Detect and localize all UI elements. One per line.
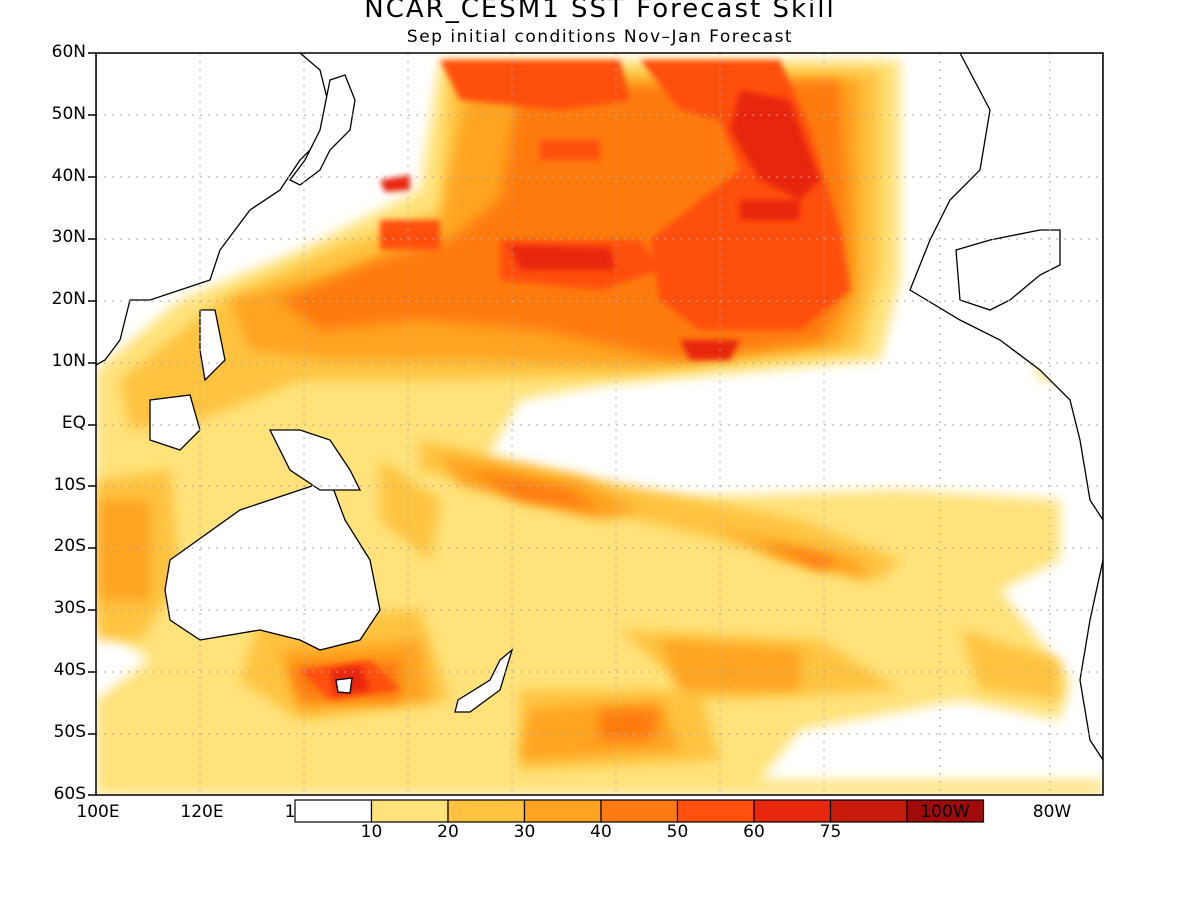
lat-label: 40N xyxy=(51,165,86,186)
lat-label: 50N xyxy=(51,103,86,124)
coastlines xyxy=(96,53,1103,762)
lat-label: 20N xyxy=(51,289,86,310)
lon-label: 120E xyxy=(180,802,224,822)
colorbar-swatch xyxy=(600,799,679,823)
colorbar-swatch xyxy=(447,799,526,823)
skill-field xyxy=(96,53,1103,795)
lat-label: 10S xyxy=(53,474,86,495)
colorbar-swatch xyxy=(370,799,449,823)
lat-label: 60N xyxy=(51,42,86,62)
map-title: NCAR_CESM1 SST Forecast Skill xyxy=(364,0,836,24)
colorbar-label: 30 xyxy=(513,822,536,842)
colorbar-swatch xyxy=(906,799,985,823)
colorbar-label: 40 xyxy=(590,822,612,842)
lon-label: 80W xyxy=(1032,802,1072,822)
colorbar-label: 10 xyxy=(360,822,383,842)
lon-label: 100E xyxy=(76,802,120,822)
colorbar-swatch xyxy=(753,799,832,823)
lat-label: 40S xyxy=(53,660,86,680)
colorbar xyxy=(288,798,991,824)
lon-label: 100W xyxy=(920,802,970,822)
lat-label: 30N xyxy=(51,227,86,248)
colorbar-label: 75 xyxy=(819,822,842,842)
tick-marks xyxy=(88,52,96,796)
colorbar-swatch xyxy=(523,799,602,823)
colorbar-swatch xyxy=(294,799,373,823)
lat-label: 20S xyxy=(53,536,86,557)
colorbar-label: 60 xyxy=(743,822,765,842)
colorbar-swatch xyxy=(676,799,755,823)
colorbar-label: 20 xyxy=(437,822,459,842)
lat-label: 30S xyxy=(53,598,86,619)
lon-label: 1 xyxy=(284,802,296,822)
plot-frame xyxy=(95,52,1104,796)
map-subtitle: Sep initial conditions Nov–Jan Forecast xyxy=(406,27,794,47)
colorbar-swatch xyxy=(829,799,908,823)
lat-label: 10N xyxy=(51,351,86,371)
lat-label: EQ xyxy=(61,412,86,433)
colorbar-label: 50 xyxy=(666,822,689,842)
skill-band-60-75 xyxy=(330,90,820,695)
lat-label: 50S xyxy=(53,721,86,742)
lat-label: 60S xyxy=(53,783,86,804)
